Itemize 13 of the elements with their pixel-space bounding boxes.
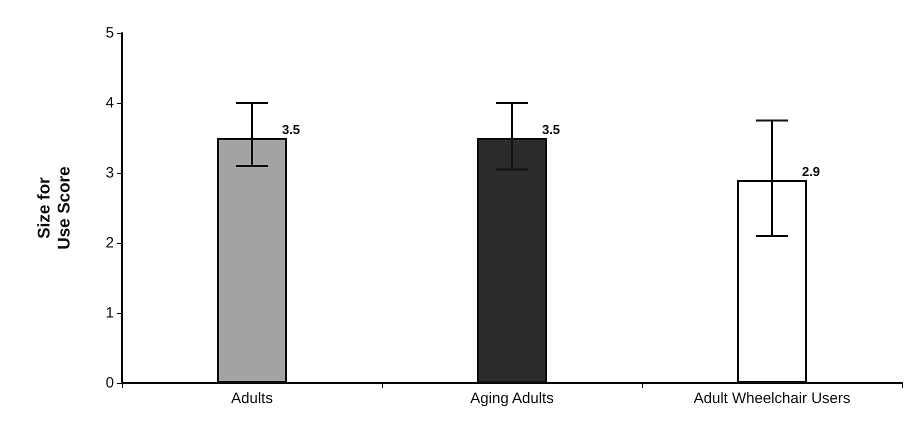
- x-tick-label: Adults: [231, 390, 273, 407]
- data-label: 2.9: [802, 164, 820, 179]
- y-tick-label: 3: [106, 164, 114, 182]
- y-tick-label: 5: [106, 24, 114, 42]
- y-axis-title: Size for Use Score: [34, 166, 74, 250]
- data-label: 3.5: [542, 122, 560, 137]
- y-tick-label: 0: [106, 374, 114, 392]
- y-tick-label: 2: [106, 234, 114, 252]
- x-tick-label: Adult Wheelchair Users: [694, 390, 850, 407]
- x-tick-label: Aging Adults: [470, 390, 554, 407]
- y-tick-label: 1: [106, 304, 114, 322]
- y-tick-label: 4: [106, 94, 114, 112]
- data-label: 3.5: [282, 122, 300, 137]
